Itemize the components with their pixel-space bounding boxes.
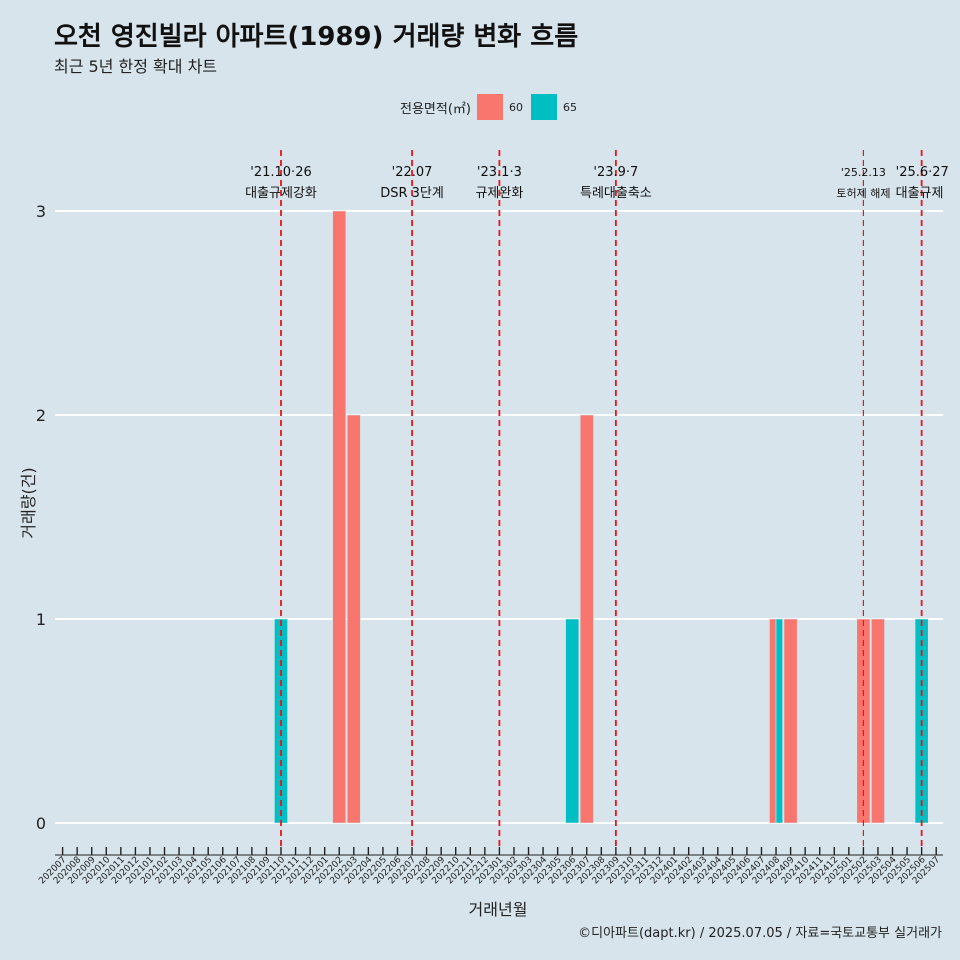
event-date-label: '23.1·3 [477,165,522,180]
event-date-label: '25.2.13 [841,166,886,179]
caption: ©디아파트(dapt.kr) / 2025.07.05 / 자료=국토교통부 실… [578,926,942,941]
y-axis-title: 거래량(건) [19,467,38,538]
bar-65-202408 [775,618,783,824]
bar-60-202202 [332,210,347,824]
bar-60-202408 [769,618,777,824]
event-text-label: 토허제 해제 [836,186,890,200]
y-tick-label: 1 [36,610,46,629]
legend-title: 전용면적(㎡) [400,101,471,117]
event-text-label: 특례대출축소 [580,186,652,201]
event-text-label: 대출규제강화 [245,186,317,201]
x-axis-title: 거래년월 [469,900,528,919]
event-date-label: '25.6·27 [896,165,949,180]
legend-key-65 [530,94,557,120]
legend-label-65: 65 [562,100,577,114]
event-date-label: '23.9·7 [593,165,638,180]
event-date-label: '21.10·26 [250,165,311,180]
chart-subtitle: 최근 5년 한정 확대 차트 [54,57,218,76]
legend: 전용면적(㎡) 60 65 [400,94,585,120]
legend-label-60: 60 [508,100,523,114]
bar-65-202306 [565,618,580,824]
bar-60-202409 [783,618,798,824]
legend-key-60 [476,94,503,120]
event-date-label: '22.07 [392,165,433,180]
bar-60-202503 [871,618,885,824]
y-tick-label: 0 [36,814,46,833]
event-text-label: 규제완화 [475,186,523,201]
y-tick-label: 3 [36,202,46,221]
bar-60-202307 [579,414,594,824]
event-text-label: DSR 3단계 [380,186,444,201]
event-text-label: 대출규제 [896,186,944,201]
y-tick-label: 2 [36,406,46,425]
chart-title: 오천 영진빌라 아파트(1989) 거래량 변화 흐름 [54,22,579,52]
bar-60-202203 [346,414,361,824]
